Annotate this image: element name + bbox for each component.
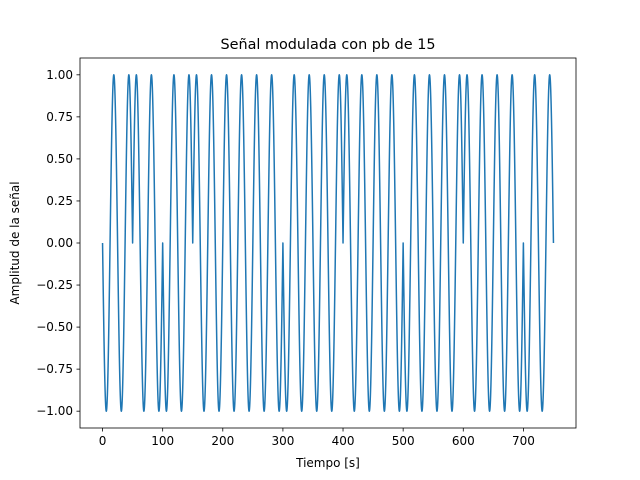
y-tick-label: −0.75 <box>36 362 73 376</box>
y-tick-label: 1.00 <box>46 68 73 82</box>
y-tick-label: 0.25 <box>46 194 73 208</box>
axes-frame <box>79 57 577 429</box>
y-tick-label: 0.75 <box>46 110 73 124</box>
y-tick-label: 0.00 <box>46 236 73 250</box>
x-tick-label: 0 <box>99 434 107 448</box>
chart-title: Señal modulada con pb de 15 <box>220 37 435 53</box>
x-tick-label: 100 <box>151 434 174 448</box>
y-tick-label: 0.50 <box>46 152 73 166</box>
y-tick-label: −0.25 <box>36 278 73 292</box>
y-tick-label: −1.00 <box>36 404 73 418</box>
x-tick-label: 600 <box>452 434 475 448</box>
x-tick-label: 400 <box>332 434 355 448</box>
y-tick-label: −0.50 <box>36 320 73 334</box>
x-tick-label: 300 <box>271 434 294 448</box>
y-axis: −1.00 −0.75 −0.50 −0.25 0.00 0.25 0.50 0.75 1.00 <box>36 68 80 418</box>
x-axis-label: Tiempo [s] <box>295 456 360 470</box>
x-tick-label: 700 <box>512 434 535 448</box>
signal-line <box>101 74 555 412</box>
x-axis: 0 100 200 300 400 500 600 700 <box>99 428 535 448</box>
x-tick-label: 500 <box>392 434 415 448</box>
x-tick-label: 200 <box>211 434 234 448</box>
plot-area <box>101 74 555 412</box>
y-axis-label: Amplitud de la señal <box>8 181 22 304</box>
